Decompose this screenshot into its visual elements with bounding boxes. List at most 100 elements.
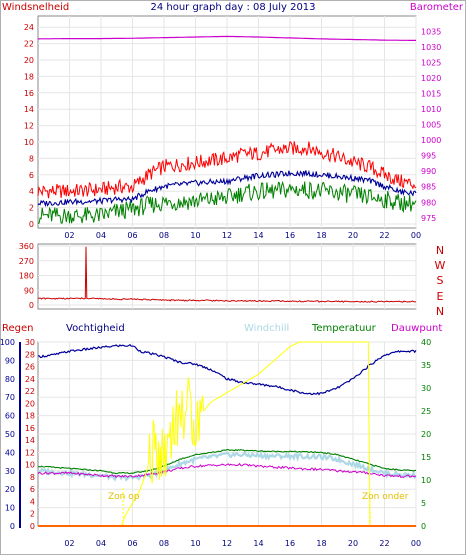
rain-tick-label: 8 xyxy=(30,473,35,482)
direction-panel-series xyxy=(37,246,417,303)
rain-tick-label: 30 xyxy=(25,338,35,347)
rain-tick-label: 26 xyxy=(25,363,35,372)
compass-label: W xyxy=(435,259,446,272)
direction-tick-label: 180 xyxy=(19,272,34,281)
temperature-line xyxy=(38,449,416,475)
windchill-legend: Windchill xyxy=(244,323,289,334)
hour-tick-label: 12 xyxy=(222,539,232,548)
temp-tick-label: 10 xyxy=(421,476,431,485)
temp-tick-label: 30 xyxy=(421,384,431,393)
humidity-tick-label: 50 xyxy=(5,430,15,439)
compass-label: S xyxy=(437,274,444,287)
temp-tick-label: 0 xyxy=(421,522,426,531)
hour-tick-label: 10 xyxy=(190,539,200,548)
hour-tick-label: 18 xyxy=(316,539,326,548)
baro-tick-label: 1025 xyxy=(421,58,441,67)
humidity-tick-label: 20 xyxy=(5,485,15,494)
wind-tick-label: 24 xyxy=(24,23,34,32)
rain-tick-label: 28 xyxy=(25,350,35,359)
hour-tick-label: 22 xyxy=(379,231,389,240)
direction-tick-label: 270 xyxy=(19,257,34,266)
humidity-tick-label: 40 xyxy=(5,448,15,457)
wind-tick-label: 8 xyxy=(29,154,34,163)
temp-tick-label: 40 xyxy=(421,338,431,347)
humidity-tick-label: 30 xyxy=(5,467,15,476)
wind-tick-label: 14 xyxy=(24,105,34,114)
rain-tick-label: 24 xyxy=(25,375,35,384)
rain-tick-label: 16 xyxy=(25,424,35,433)
rain-tick-label: 2 xyxy=(30,510,35,519)
temp-panel-ticks: 0102030405060708090100024681012141618202… xyxy=(0,338,431,548)
baro-tick-label: 990 xyxy=(421,167,436,176)
compass-label: N xyxy=(436,244,444,257)
baro-tick-label: 995 xyxy=(421,152,436,161)
wind-panel-series xyxy=(37,35,417,224)
wind-tick-label: 0 xyxy=(29,220,34,229)
rain-tick-label: 22 xyxy=(25,387,35,396)
rain-tick-label: 0 xyxy=(30,522,35,531)
compass-label: E xyxy=(437,290,444,303)
wind-tick-label: 20 xyxy=(24,56,34,65)
hour-tick-label: 06 xyxy=(127,231,137,240)
baro-tick-label: 985 xyxy=(421,183,436,192)
direction-tick-label: 0 xyxy=(29,301,34,310)
humidity-tick-label: 10 xyxy=(5,504,15,513)
dewpoint-legend: Dauwpunt xyxy=(391,323,442,334)
rain-tick-label: 20 xyxy=(25,399,35,408)
sunrise-label: Zon op xyxy=(108,492,140,502)
temp-panel-series xyxy=(37,341,417,527)
wind-tick-label: 22 xyxy=(24,40,34,49)
hour-tick-label: 16 xyxy=(285,539,295,548)
rain-tick-label: 14 xyxy=(25,436,35,445)
hour-tick-label: 08 xyxy=(159,231,169,240)
humidity-tick-label: 60 xyxy=(5,412,15,421)
wind-panel-ticks: 0246810121416182022249759809859909951000… xyxy=(24,23,442,240)
temperature-legend: Temperatuur xyxy=(311,323,377,334)
wind-speed-axis-label: Windsnelheid xyxy=(2,2,69,13)
hour-tick-label: 22 xyxy=(379,539,389,548)
baro-tick-label: 1035 xyxy=(421,27,441,36)
compass-label: N xyxy=(436,305,444,318)
dewpoint-line xyxy=(37,462,417,479)
temp-tick-label: 5 xyxy=(421,499,426,508)
rain-tick-label: 18 xyxy=(25,412,35,421)
hour-tick-label: 02 xyxy=(64,231,74,240)
rain-tick-label: 6 xyxy=(30,485,35,494)
chart-title: 24 hour graph day : 08 July 2013 xyxy=(150,2,315,13)
baro-tick-label: 1000 xyxy=(421,136,441,145)
min-wind-line xyxy=(38,180,417,224)
wind-tick-label: 12 xyxy=(24,122,34,131)
baro-tick-label: 1005 xyxy=(421,121,441,130)
temp-tick-label: 20 xyxy=(421,430,431,439)
barometer-axis-label: Barometer xyxy=(410,2,464,13)
gust-wind-line xyxy=(37,140,417,199)
hour-tick-label: 06 xyxy=(127,539,137,548)
hour-tick-label: 14 xyxy=(253,231,263,240)
temp-tick-label: 25 xyxy=(421,407,431,416)
temp-tick-label: 15 xyxy=(421,453,431,462)
humidity-tick-label: 0 xyxy=(10,522,15,531)
rain-tick-label: 4 xyxy=(30,497,35,506)
hour-tick-label: 04 xyxy=(96,539,106,548)
baro-tick-label: 975 xyxy=(421,214,436,223)
wind-tick-label: 16 xyxy=(24,89,34,98)
rain-axis-label: Regen xyxy=(2,323,34,334)
direction-tick-label: 360 xyxy=(19,242,34,251)
wind-tick-label: 2 xyxy=(29,204,34,213)
baro-tick-label: 1030 xyxy=(421,43,441,52)
baro-tick-label: 980 xyxy=(421,198,436,207)
hour-tick-label: 16 xyxy=(285,231,295,240)
humidity-tick-label: 90 xyxy=(5,356,15,365)
rain-tick-label: 10 xyxy=(25,461,35,470)
hour-tick-label: 18 xyxy=(316,231,326,240)
hour-tick-label: 14 xyxy=(253,539,263,548)
hour-tick-label: 20 xyxy=(348,539,358,548)
direction-panel-grid xyxy=(38,244,417,309)
baro-tick-label: 1015 xyxy=(421,90,441,99)
baro-tick-label: 1020 xyxy=(421,74,441,83)
avg-wind-line xyxy=(37,169,417,208)
barometer-line xyxy=(37,35,416,42)
wind-tick-label: 10 xyxy=(24,138,34,147)
direction-tick-label: 90 xyxy=(24,286,34,295)
